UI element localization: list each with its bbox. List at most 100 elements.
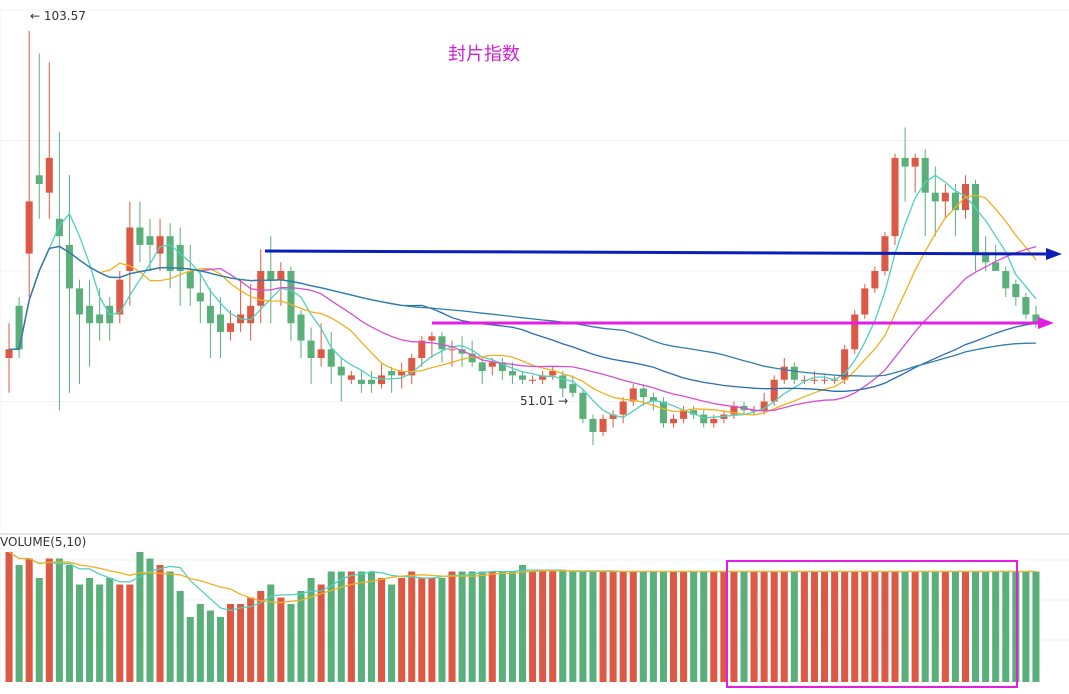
- candle-body: [760, 401, 768, 411]
- volume-bar: [75, 584, 84, 682]
- volume-bar: [690, 571, 698, 682]
- volume-bar: [750, 571, 758, 682]
- volume-bar: [891, 571, 899, 682]
- candle-body: [891, 157, 899, 237]
- candle-body: [529, 379, 537, 381]
- volume-bar: [277, 597, 285, 682]
- volume-bar: [649, 571, 657, 682]
- candle-body: [821, 379, 829, 381]
- volume-bar: [196, 604, 204, 682]
- candle-body: [851, 314, 859, 350]
- volume-bar: [680, 571, 688, 682]
- candle-body: [871, 271, 879, 289]
- candle-body: [327, 349, 335, 367]
- volume-bar: [518, 565, 527, 682]
- candle-body: [257, 271, 265, 306]
- candle-body: [1002, 271, 1010, 289]
- candle-body: [810, 379, 818, 381]
- volume-bar: [287, 604, 295, 682]
- candle-body: [468, 353, 476, 363]
- volume-bar: [438, 578, 446, 682]
- candle-body: [367, 379, 376, 385]
- candle-body: [25, 201, 33, 254]
- candle-body: [408, 358, 416, 376]
- candle-body: [277, 271, 285, 280]
- candle-body: [196, 292, 204, 302]
- volume-bar: [428, 578, 436, 682]
- candle-body: [206, 305, 214, 324]
- volume-bar: [730, 571, 738, 682]
- candle-body: [267, 271, 275, 280]
- volume-bar: [1022, 571, 1030, 682]
- candle-body: [508, 371, 516, 376]
- candle-body: [55, 218, 63, 237]
- volume-bar: [1032, 571, 1040, 682]
- max-price-label: ← 103.57: [30, 9, 86, 23]
- candle-body: [649, 397, 657, 402]
- candle-body: [861, 288, 869, 315]
- candle-body: [156, 236, 164, 254]
- volume-bar: [307, 578, 315, 682]
- candle-body: [549, 371, 557, 376]
- volume-bar: [871, 571, 879, 682]
- candle-body: [982, 253, 990, 263]
- chart-title: 封片指数: [448, 44, 520, 65]
- volume-bar: [529, 571, 537, 682]
- candle-body: [941, 192, 949, 202]
- volume-bar: [247, 597, 255, 682]
- volume-bar: [498, 571, 506, 682]
- candle-body: [1022, 297, 1030, 315]
- volume-bar: [267, 584, 275, 682]
- candle-body: [448, 349, 456, 351]
- candle-body: [659, 401, 667, 424]
- volume-bar: [931, 571, 939, 682]
- volume-bar: [609, 571, 617, 682]
- volume-bar: [599, 571, 607, 682]
- candle-body: [569, 384, 577, 393]
- candle-body: [619, 401, 627, 415]
- volume-bar: [388, 584, 396, 682]
- candle-body: [388, 371, 396, 376]
- volume-bar: [35, 578, 43, 682]
- candle-body: [951, 192, 959, 211]
- volume-bar: [740, 571, 748, 682]
- candle-body: [96, 314, 104, 324]
- volume-bar: [549, 571, 557, 682]
- volume-bar: [65, 565, 73, 682]
- candle-body: [599, 418, 607, 432]
- candle-body: [438, 336, 446, 350]
- volume-bar: [579, 571, 587, 682]
- volume-bar: [669, 571, 678, 682]
- candle-body: [126, 227, 134, 271]
- volume-bar: [911, 571, 919, 682]
- volume-bar: [841, 571, 849, 682]
- volume-bar: [25, 558, 33, 682]
- volume-bar: [45, 558, 53, 682]
- candle-body: [65, 244, 73, 289]
- candle-body: [901, 157, 909, 167]
- candle-body: [1012, 284, 1020, 298]
- candle-body: [700, 414, 708, 424]
- candle-body: [710, 418, 718, 424]
- magenta-support-arrow-head: [1038, 317, 1054, 329]
- volume-bar: [770, 571, 778, 682]
- volume-bar: [257, 591, 265, 682]
- volume-bar: [468, 571, 476, 682]
- candle-body: [669, 418, 678, 424]
- volume-bar: [821, 571, 829, 682]
- candle-body: [488, 362, 496, 367]
- volume-bar: [1012, 571, 1020, 682]
- candle-body: [347, 375, 355, 380]
- volume-bar: [589, 571, 597, 682]
- volume-ma10-line: [8, 551, 1036, 604]
- volume-bar: [629, 571, 637, 682]
- volume-bar: [861, 571, 869, 682]
- candle-body: [5, 349, 13, 358]
- candle-body: [992, 262, 1000, 271]
- candle-body: [518, 375, 527, 380]
- volume-bar: [659, 571, 667, 682]
- blue-resistance-arrow-shaft: [264, 249, 1053, 256]
- volume-bar: [116, 584, 124, 682]
- volume-bar: [508, 571, 516, 682]
- candle-body: [307, 340, 315, 358]
